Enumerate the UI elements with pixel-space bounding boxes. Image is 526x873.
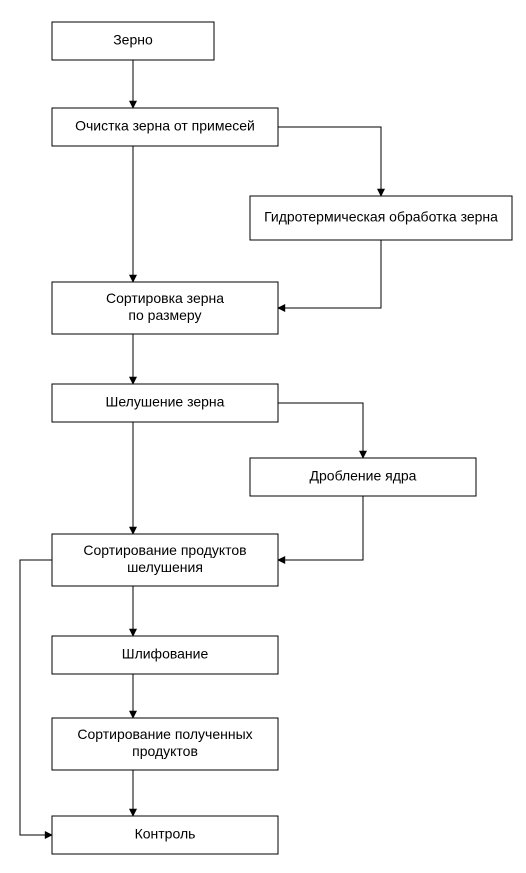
edge-n6-n7 xyxy=(278,496,363,560)
node-n9-label: продуктов xyxy=(132,743,198,759)
node-n1: Зерно xyxy=(52,22,214,60)
flowchart-canvas: Зерно Очистка зерна от примесей Гидротерми… xyxy=(0,0,526,873)
node-n8-label: Шлифование xyxy=(122,646,209,662)
node-n6-label: Дробление ядра xyxy=(310,468,417,484)
node-n7-label: шелушения xyxy=(127,559,203,575)
node-n9: Сортирование полученныхпродуктов xyxy=(52,718,278,770)
node-n4-label: Сортировка зерна xyxy=(106,290,224,306)
node-n3: Гидротермическая обработка зерна xyxy=(250,196,512,240)
edge-n2-n3 xyxy=(278,127,381,196)
node-n4-label: по размеру xyxy=(128,307,201,323)
node-n1-label: Зерно xyxy=(113,32,153,48)
edge-n7-n10 xyxy=(20,560,52,835)
node-n9-label: Сортирование полученных xyxy=(77,726,252,742)
edge-n3-n4 xyxy=(278,240,381,308)
node-n3-label: Гидротермическая обработка зерна xyxy=(264,209,498,225)
node-n8: Шлифование xyxy=(52,636,278,674)
node-n10: Контроль xyxy=(52,816,278,854)
node-n4: Сортировка зернапо размеру xyxy=(52,282,278,334)
node-n2: Очистка зерна от примесей xyxy=(52,108,278,146)
edge-n5-n6 xyxy=(278,403,363,458)
node-n5: Шелушение зерна xyxy=(52,384,278,422)
node-n2-label: Очистка зерна от примесей xyxy=(75,118,255,134)
node-n7: Сортирование продуктовшелушения xyxy=(52,534,278,586)
node-n7-label: Сортирование продуктов xyxy=(83,542,246,558)
node-n5-label: Шелушение зерна xyxy=(106,394,225,410)
node-n6: Дробление ядра xyxy=(250,458,476,496)
node-n10-label: Контроль xyxy=(135,826,196,842)
